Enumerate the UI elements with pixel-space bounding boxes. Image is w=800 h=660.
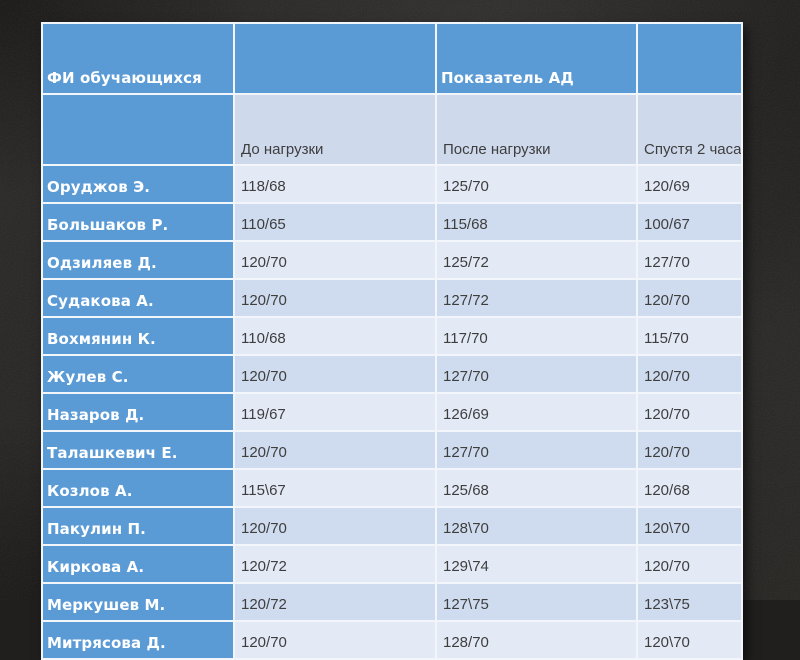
bp-before-cell: 120/70 (233, 354, 437, 394)
student-name-cell: Судакова А. (41, 278, 235, 318)
table-row: Козлов А. 115\67 125/68 120/68 (41, 468, 743, 508)
bp-table-container: ФИ обучающихся Показатель АД До нагрузки… (41, 22, 743, 660)
bp-before-cell: 120/72 (233, 582, 437, 622)
bp-before-cell: 110/65 (233, 202, 437, 242)
bp-before-cell: 120/70 (233, 240, 437, 280)
student-name-cell: Оруджов Э. (41, 164, 235, 204)
subheader-after-2h-cell: Спустя 2 часа (636, 93, 743, 166)
bp-before-cell: 120/70 (233, 620, 437, 660)
subheader-empty-cell (41, 93, 235, 166)
bp-after-2h-cell: 127/70 (636, 240, 743, 280)
bp-after-cell: 127/70 (435, 430, 638, 470)
bp-before-cell: 110/68 (233, 316, 437, 356)
bp-after-2h-cell: 120/70 (636, 392, 743, 432)
table-row: Назаров Д. 119/67 126/69 120/70 (41, 392, 743, 432)
bp-after-cell: 126/69 (435, 392, 638, 432)
header-row: ФИ обучающихся Показатель АД (41, 22, 743, 95)
student-name-cell: Козлов А. (41, 468, 235, 508)
bp-after-2h-cell: 120/70 (636, 430, 743, 470)
bp-after-cell: 128\70 (435, 506, 638, 546)
bp-before-cell: 120/70 (233, 278, 437, 318)
subheader-row: До нагрузки После нагрузки Спустя 2 часа (41, 93, 743, 166)
header-students-cell: ФИ обучающихся (41, 22, 235, 95)
student-name-cell: Талашкевич Е. (41, 430, 235, 470)
bp-before-cell: 120/70 (233, 506, 437, 546)
bp-after-2h-cell: 120\70 (636, 506, 743, 546)
bp-after-2h-cell: 120/69 (636, 164, 743, 204)
student-name-cell: Меркушев М. (41, 582, 235, 622)
bp-before-cell: 119/67 (233, 392, 437, 432)
table-row: Оруджов Э. 118/68 125/70 120/69 (41, 164, 743, 204)
bp-after-2h-cell: 123\75 (636, 582, 743, 622)
subheader-before-load-cell: До нагрузки (233, 93, 437, 166)
student-name-cell: Назаров Д. (41, 392, 235, 432)
bp-after-2h-cell: 120/70 (636, 354, 743, 394)
student-name-cell: Киркова А. (41, 544, 235, 584)
bp-before-cell: 120/72 (233, 544, 437, 584)
bp-after-cell: 125/68 (435, 468, 638, 508)
table-row: Жулев С. 120/70 127/70 120/70 (41, 354, 743, 394)
student-name-cell: Большаков Р. (41, 202, 235, 242)
bp-after-cell: 125/72 (435, 240, 638, 280)
table-row: Митрясова Д. 120/70 128/70 120\70 (41, 620, 743, 660)
bp-after-2h-cell: 115/70 (636, 316, 743, 356)
student-name-cell: Митрясова Д. (41, 620, 235, 660)
bp-after-2h-cell: 120/70 (636, 544, 743, 584)
bp-before-cell: 115\67 (233, 468, 437, 508)
bp-after-2h-cell: 100/67 (636, 202, 743, 242)
bp-after-2h-cell: 120/68 (636, 468, 743, 508)
table-row: Талашкевич Е. 120/70 127/70 120/70 (41, 430, 743, 470)
bp-after-cell: 128/70 (435, 620, 638, 660)
bp-after-cell: 125/70 (435, 164, 638, 204)
header-empty-cell-1 (233, 22, 437, 95)
student-name-cell: Вохмянин К. (41, 316, 235, 356)
table-row: Пакулин П. 120/70 128\70 120\70 (41, 506, 743, 546)
bp-after-cell: 127\75 (435, 582, 638, 622)
student-name-cell: Одзиляев Д. (41, 240, 235, 280)
bp-before-cell: 120/70 (233, 430, 437, 470)
bp-after-cell: 129\74 (435, 544, 638, 584)
bp-after-cell: 127/70 (435, 354, 638, 394)
table-row: Вохмянин К. 110/68 117/70 115/70 (41, 316, 743, 356)
bp-after-cell: 117/70 (435, 316, 638, 356)
bp-after-cell: 115/68 (435, 202, 638, 242)
table-row: Киркова А. 120/72 129\74 120/70 (41, 544, 743, 584)
bp-table: ФИ обучающихся Показатель АД До нагрузки… (41, 22, 743, 660)
subheader-after-load-cell: После нагрузки (435, 93, 638, 166)
header-empty-cell-2 (636, 22, 743, 95)
table-row: Одзиляев Д. 120/70 125/72 127/70 (41, 240, 743, 280)
bp-after-2h-cell: 120/70 (636, 278, 743, 318)
bp-before-cell: 118/68 (233, 164, 437, 204)
bp-after-cell: 127/72 (435, 278, 638, 318)
table-row: Судакова А. 120/70 127/72 120/70 (41, 278, 743, 318)
bp-after-2h-cell: 120\70 (636, 620, 743, 660)
student-name-cell: Жулев С. (41, 354, 235, 394)
header-indicator-cell: Показатель АД (435, 22, 638, 95)
student-name-cell: Пакулин П. (41, 506, 235, 546)
table-row: Меркушев М. 120/72 127\75 123\75 (41, 582, 743, 622)
table-row: Большаков Р. 110/65 115/68 100/67 (41, 202, 743, 242)
